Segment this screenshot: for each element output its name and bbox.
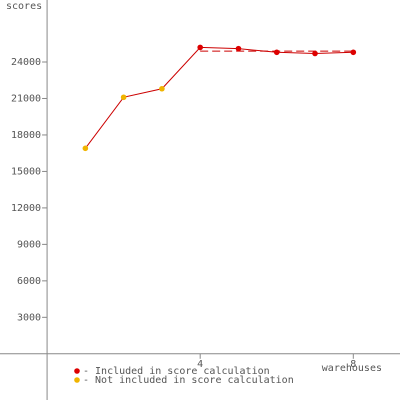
- data-point: [350, 49, 357, 56]
- x-axis-label: warehouses: [322, 363, 382, 374]
- y-tick-label: 15000: [11, 166, 41, 177]
- data-point: [312, 50, 318, 57]
- x-tick-label: 4: [197, 359, 203, 370]
- data-point: [235, 45, 242, 52]
- y-tick-label: 12000: [11, 203, 41, 214]
- y-tick-label: 24000: [11, 57, 41, 68]
- data-line: [84, 46, 354, 149]
- y-tick-label: 9000: [17, 239, 41, 250]
- y-tick-label: 3000: [17, 312, 41, 323]
- legend-marker: [74, 368, 80, 374]
- legend-label: - Not included in score calculation: [83, 375, 294, 386]
- y-axis-label: scores: [6, 1, 42, 12]
- legend-marker: [74, 377, 80, 383]
- data-point: [197, 44, 203, 51]
- data-point: [120, 94, 127, 101]
- data-point: [159, 85, 165, 92]
- data-point: [82, 145, 89, 152]
- data-point: [273, 49, 280, 56]
- legend-label: - Included in score calculation: [83, 366, 270, 377]
- x-tick-label: 8: [350, 359, 356, 370]
- y-tick-label: 18000: [11, 130, 41, 141]
- y-tick-label: 21000: [11, 93, 41, 104]
- y-tick-label: 6000: [17, 276, 41, 287]
